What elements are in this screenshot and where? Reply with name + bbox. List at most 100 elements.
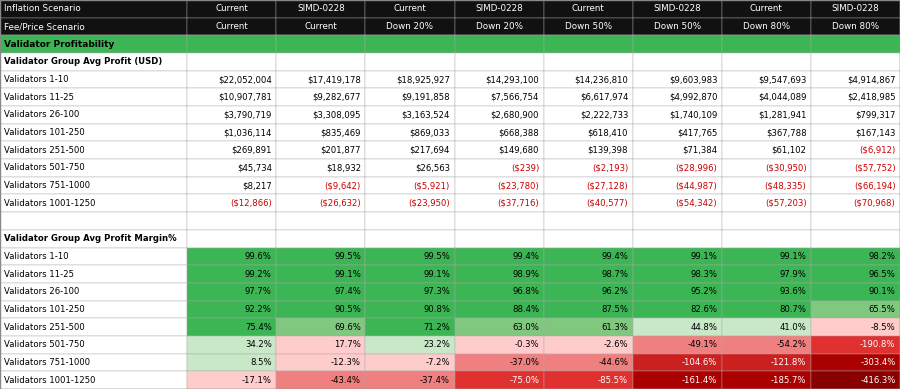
- Text: ($40,577): ($40,577): [587, 199, 628, 208]
- Bar: [187, 159, 276, 177]
- Bar: [633, 142, 722, 159]
- Bar: [276, 230, 365, 247]
- Bar: [0, 159, 187, 177]
- Bar: [365, 124, 454, 142]
- Bar: [722, 106, 811, 124]
- Bar: [276, 283, 365, 301]
- Bar: [544, 142, 633, 159]
- Text: $9,282,677: $9,282,677: [312, 93, 361, 102]
- Text: 99.2%: 99.2%: [245, 270, 272, 279]
- Bar: [454, 124, 544, 142]
- Bar: [722, 53, 811, 71]
- Bar: [633, 265, 722, 283]
- Text: 98.2%: 98.2%: [868, 252, 896, 261]
- Text: $3,308,095: $3,308,095: [312, 110, 361, 119]
- Bar: [0, 18, 187, 35]
- Bar: [276, 336, 365, 354]
- Text: 71.2%: 71.2%: [423, 322, 450, 331]
- Bar: [365, 247, 454, 265]
- Text: 80.7%: 80.7%: [779, 305, 806, 314]
- Text: 99.5%: 99.5%: [423, 252, 450, 261]
- Text: $26,563: $26,563: [415, 163, 450, 172]
- Text: ($37,716): ($37,716): [498, 199, 539, 208]
- Bar: [0, 283, 187, 301]
- Text: -2.6%: -2.6%: [604, 340, 628, 349]
- Bar: [722, 354, 811, 371]
- Bar: [544, 265, 633, 283]
- Text: $14,293,100: $14,293,100: [485, 75, 539, 84]
- Bar: [722, 142, 811, 159]
- Text: $869,033: $869,033: [410, 128, 450, 137]
- Text: 87.5%: 87.5%: [601, 305, 628, 314]
- Bar: [454, 354, 544, 371]
- Bar: [811, 318, 900, 336]
- Text: Current: Current: [215, 22, 248, 31]
- Bar: [722, 247, 811, 265]
- Bar: [722, 159, 811, 177]
- Text: -416.3%: -416.3%: [860, 376, 896, 385]
- Text: Validators 101-250: Validators 101-250: [4, 305, 86, 314]
- Text: $9,547,693: $9,547,693: [758, 75, 806, 84]
- Bar: [811, 230, 900, 247]
- Text: 98.7%: 98.7%: [601, 270, 628, 279]
- Text: $4,992,870: $4,992,870: [669, 93, 717, 102]
- Bar: [0, 124, 187, 142]
- Bar: [544, 336, 633, 354]
- Bar: [187, 247, 276, 265]
- Bar: [811, 88, 900, 106]
- Bar: [276, 124, 365, 142]
- Text: 99.6%: 99.6%: [245, 252, 272, 261]
- Text: 99.1%: 99.1%: [779, 252, 806, 261]
- Bar: [454, 247, 544, 265]
- Bar: [187, 71, 276, 88]
- Text: Validators 751-1000: Validators 751-1000: [4, 181, 91, 190]
- Bar: [365, 88, 454, 106]
- Bar: [276, 194, 365, 212]
- Bar: [276, 159, 365, 177]
- Bar: [365, 212, 454, 230]
- Bar: [276, 318, 365, 336]
- Bar: [633, 336, 722, 354]
- Text: $417,765: $417,765: [677, 128, 717, 137]
- Bar: [811, 212, 900, 230]
- Bar: [633, 35, 722, 53]
- Bar: [276, 247, 365, 265]
- Bar: [365, 177, 454, 194]
- Bar: [633, 371, 722, 389]
- Bar: [633, 177, 722, 194]
- Text: Validators 101-250: Validators 101-250: [4, 128, 86, 137]
- Bar: [454, 230, 544, 247]
- Text: -121.8%: -121.8%: [771, 358, 806, 367]
- Text: 82.6%: 82.6%: [690, 305, 717, 314]
- Bar: [365, 159, 454, 177]
- Text: ($30,950): ($30,950): [765, 163, 806, 172]
- Bar: [811, 371, 900, 389]
- Bar: [365, 71, 454, 88]
- Text: 17.7%: 17.7%: [334, 340, 361, 349]
- Bar: [722, 265, 811, 283]
- Bar: [544, 18, 633, 35]
- Bar: [276, 18, 365, 35]
- Bar: [544, 124, 633, 142]
- Text: $2,680,900: $2,680,900: [491, 110, 539, 119]
- Text: $618,410: $618,410: [588, 128, 628, 137]
- Bar: [544, 194, 633, 212]
- Bar: [811, 106, 900, 124]
- Text: 99.4%: 99.4%: [601, 252, 628, 261]
- Text: ($23,780): ($23,780): [498, 181, 539, 190]
- Bar: [722, 318, 811, 336]
- Bar: [722, 301, 811, 318]
- Bar: [544, 0, 633, 18]
- Bar: [187, 18, 276, 35]
- Text: 23.2%: 23.2%: [423, 340, 450, 349]
- Bar: [365, 301, 454, 318]
- Text: $1,036,114: $1,036,114: [223, 128, 272, 137]
- Text: 99.4%: 99.4%: [512, 252, 539, 261]
- Bar: [722, 283, 811, 301]
- Bar: [276, 301, 365, 318]
- Text: -43.4%: -43.4%: [331, 376, 361, 385]
- Bar: [365, 318, 454, 336]
- Text: 99.1%: 99.1%: [423, 270, 450, 279]
- Bar: [0, 371, 187, 389]
- Text: Validators 501-750: Validators 501-750: [4, 340, 86, 349]
